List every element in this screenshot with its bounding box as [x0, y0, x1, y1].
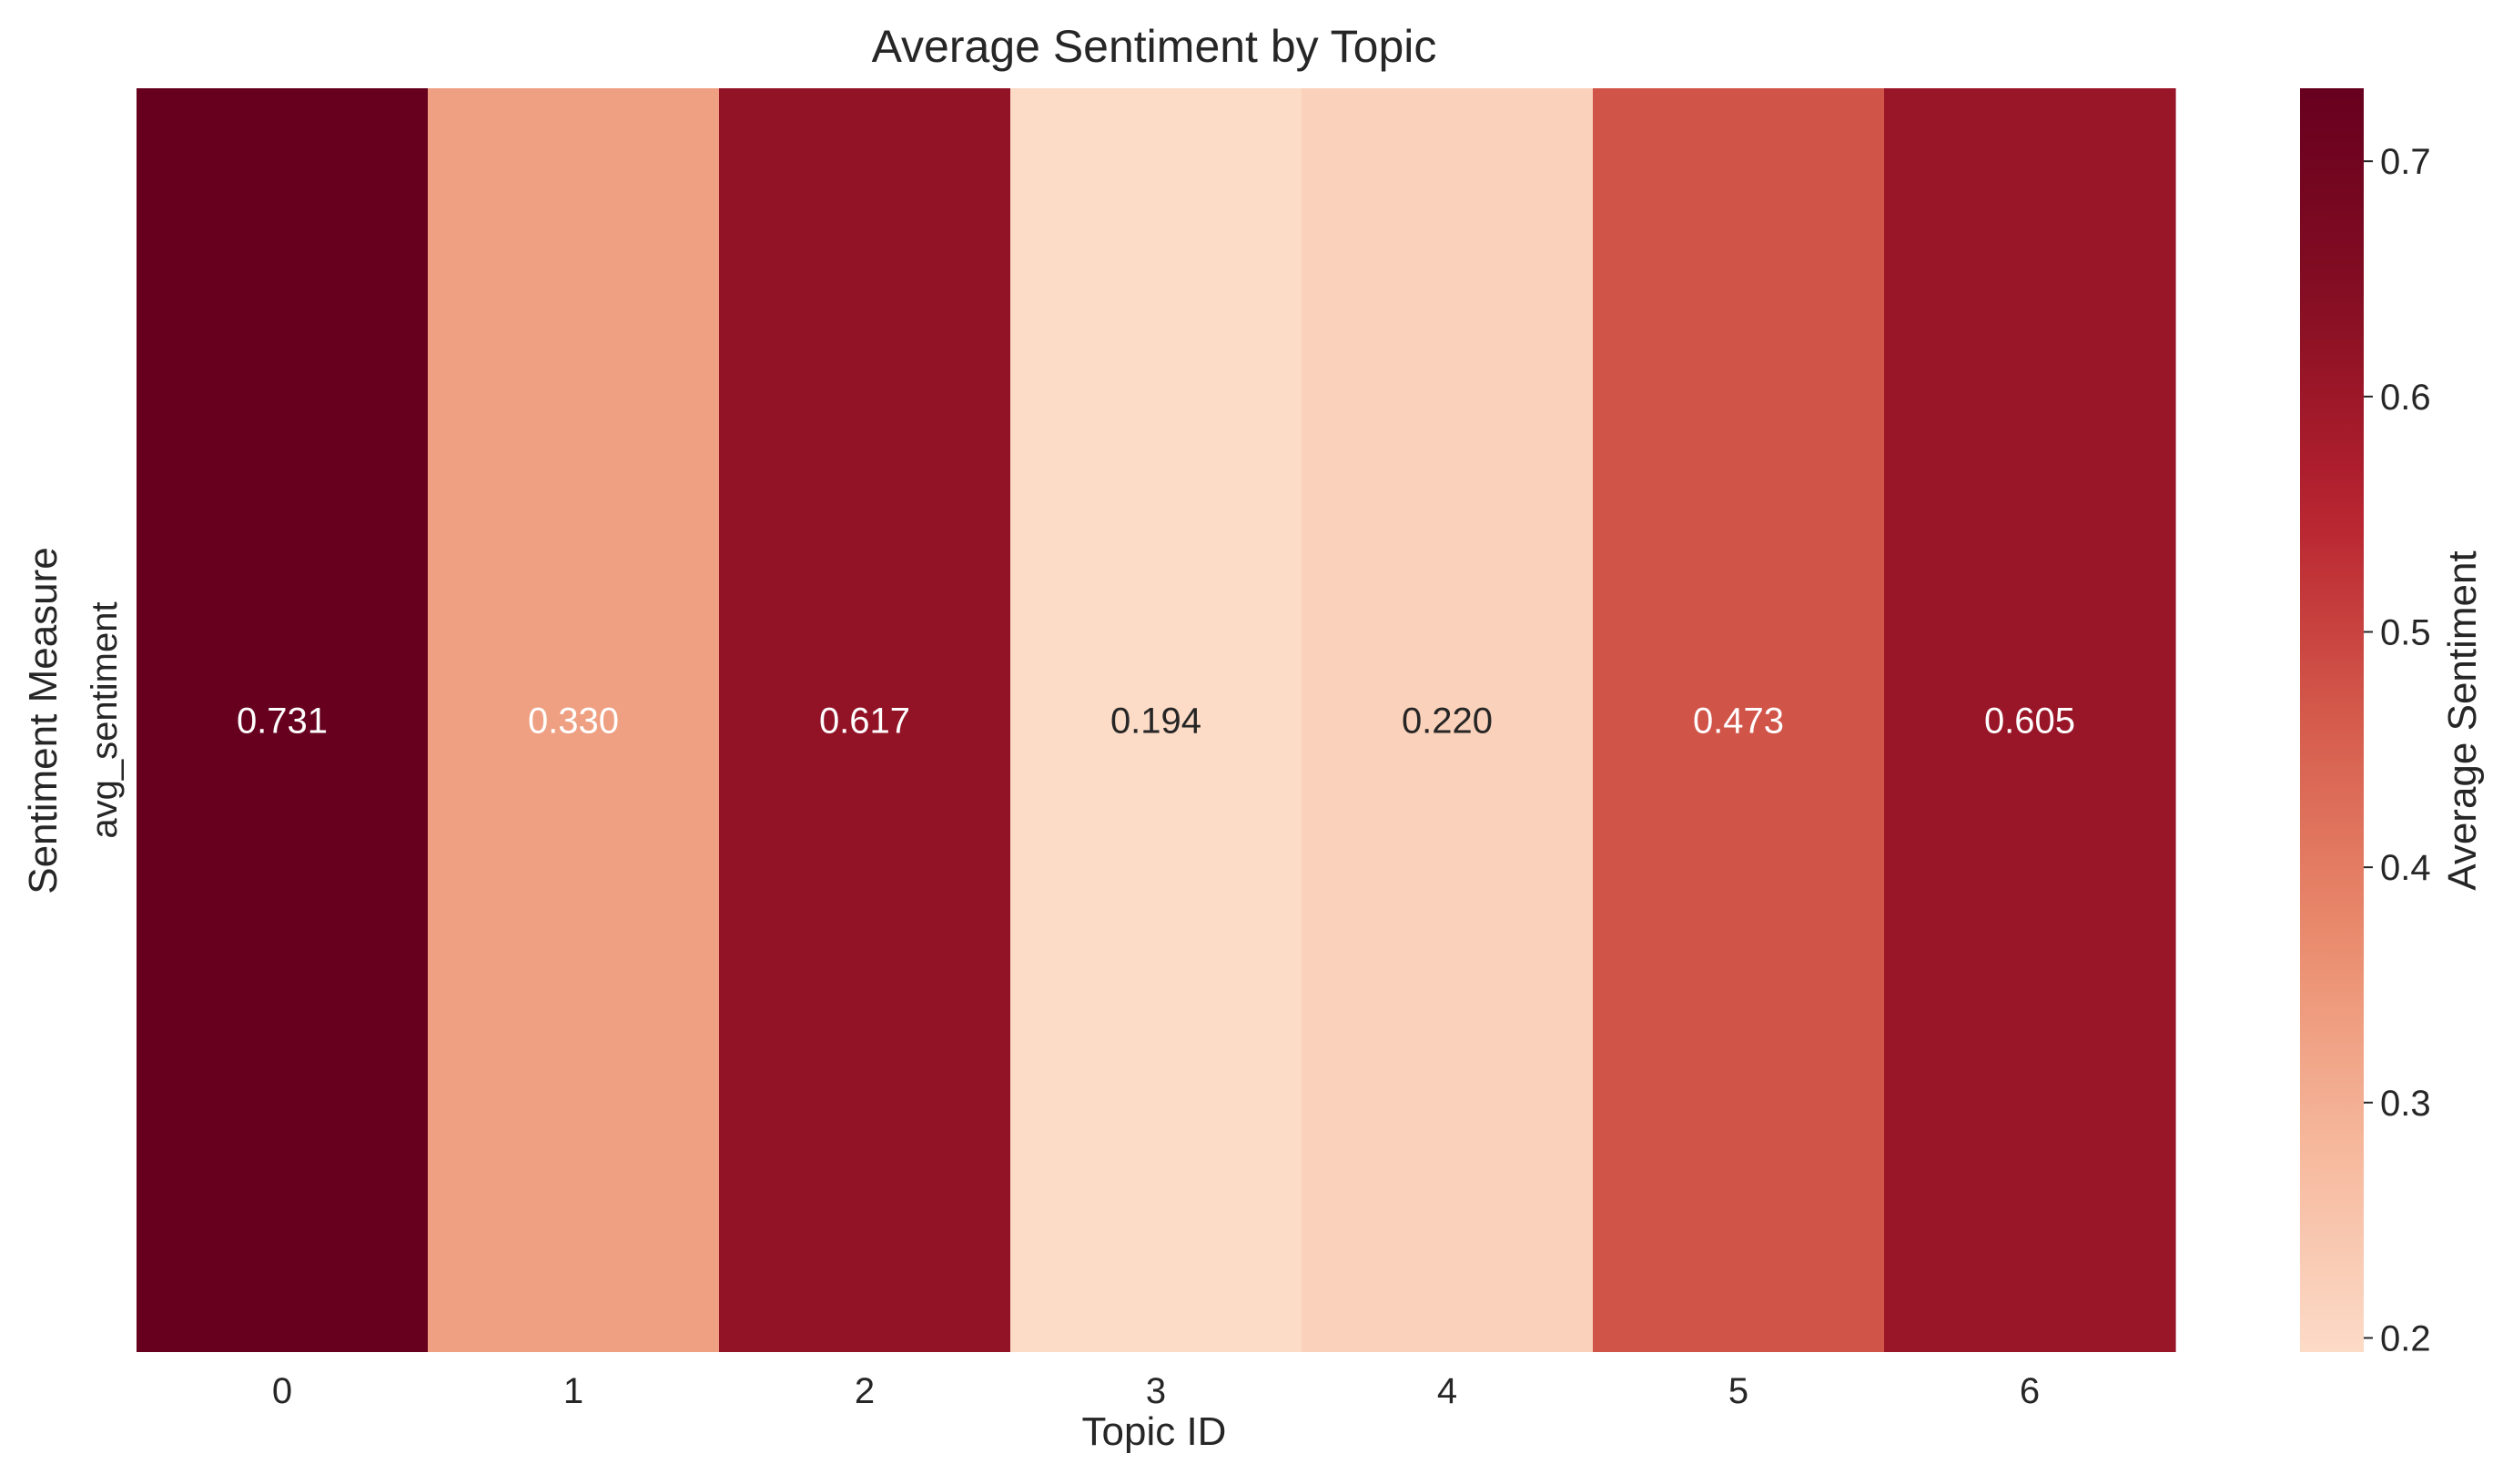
colorbar-ticks: 0.2 0.3 0.4 0.5 0.6 0.7: [2364, 142, 2431, 1358]
heatmap-cell: [1884, 88, 2176, 1352]
y-tick-label: avg_sentiment: [85, 601, 125, 838]
x-tick-label: 0: [272, 1371, 292, 1411]
cell-value-label: 0.330: [528, 702, 619, 742]
heatmap-cell: [428, 88, 720, 1352]
colorbar-label: Average Sentiment: [2440, 550, 2485, 890]
y-axis-label: Sentiment Measure: [21, 547, 66, 894]
heatmap-cell: [1593, 88, 1885, 1352]
cell-value-label: 0.617: [819, 702, 910, 742]
cell-value-label: 0.194: [1110, 702, 1201, 742]
colorbar-tick-label: 0.7: [2380, 142, 2431, 182]
cell-value-label: 0.220: [1402, 702, 1493, 742]
x-tick-label: 2: [855, 1371, 875, 1411]
cell-value-label: 0.605: [1984, 702, 2075, 742]
chart-title: Average Sentiment by Topic: [872, 21, 1437, 72]
colorbar-tick-label: 0.6: [2380, 378, 2431, 418]
heatmap-cell: [719, 88, 1011, 1352]
colorbar: [2300, 88, 2364, 1352]
heatmap-cell: [1010, 88, 1302, 1352]
colorbar-tick-label: 0.4: [2380, 848, 2431, 888]
heatmap-cell: [137, 88, 429, 1352]
cell-value-label: 0.731: [237, 702, 328, 742]
cell-value-label: 0.473: [1693, 702, 1784, 742]
x-tick-label: 1: [563, 1371, 583, 1411]
y-axis-ticks: avg_sentiment: [85, 601, 125, 838]
colorbar-tick-label: 0.3: [2380, 1084, 2431, 1124]
colorbar-tick-label: 0.5: [2380, 613, 2431, 653]
colorbar-tick-label: 0.2: [2380, 1318, 2431, 1358]
heatmap-cell: [1302, 88, 1594, 1352]
heatmap-cells: [137, 88, 2176, 1352]
x-tick-label: 6: [2020, 1371, 2040, 1411]
x-tick-label: 3: [1146, 1371, 1166, 1411]
x-tick-label: 4: [1437, 1371, 1457, 1411]
heatmap-cell-labels: 0.731 0.330 0.617 0.194 0.220 0.473 0.605: [237, 702, 2075, 742]
x-tick-label: 5: [1728, 1371, 1748, 1411]
x-axis-ticks: 0 1 2 3 4 5 6: [272, 1371, 2040, 1411]
x-axis-label: Topic ID: [1082, 1409, 1227, 1454]
